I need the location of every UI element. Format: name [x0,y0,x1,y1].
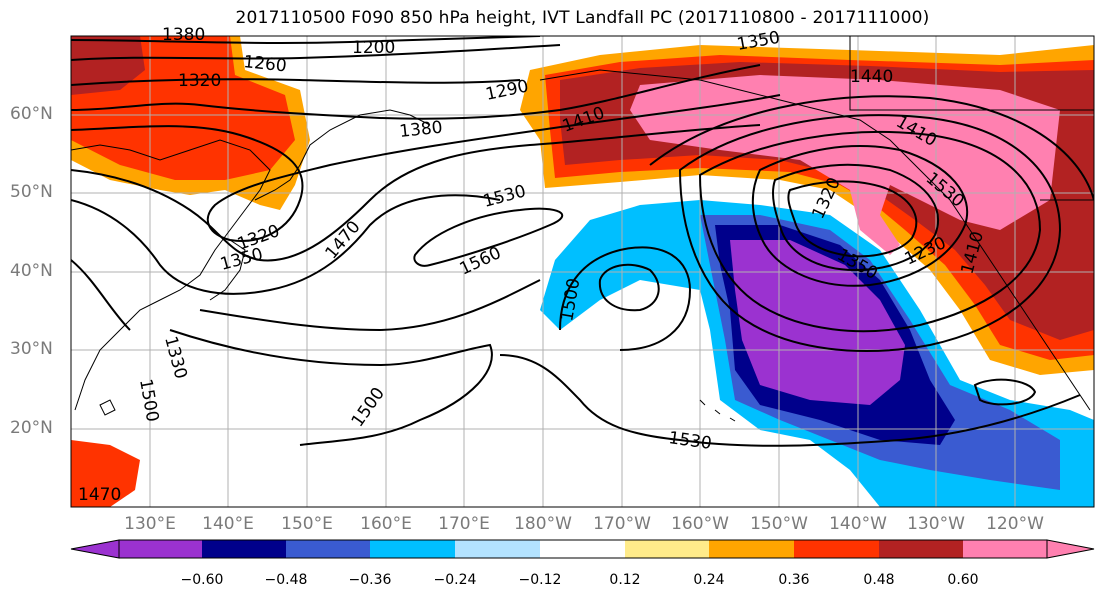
colorbar-segment [794,540,879,558]
colorbar-tick-label: −0.12 [518,572,562,588]
colorbar-segment [202,540,286,558]
contour-label: 1200 [352,38,395,58]
lat-label: 60°N [10,104,53,124]
negative-anomaly-core [730,240,905,405]
colorbar-segment [625,540,709,558]
contour-label: 1440 [850,67,893,87]
lon-label: 130°E [124,514,176,534]
contour-label: 1320 [178,71,221,91]
lon-label: 160°E [360,514,412,534]
colorbar-segment [370,540,455,558]
colorbar-tick-label: 0.48 [863,572,895,588]
colorbar-segment [119,540,202,558]
lon-label: 170°W [593,514,651,534]
lon-label: 160°W [671,514,729,534]
positive-anomaly-asia-core [71,36,145,95]
contour-label: 1470 [78,485,121,505]
lon-label: 150°W [750,514,808,534]
ivt-shading-layer [71,36,1094,507]
lat-label: 20°N [10,418,53,438]
lon-label: 120°W [986,514,1044,534]
colorbar-tick-label: −0.48 [264,572,308,588]
map-frame [70,35,1095,508]
colorbar-tick-label: 0.60 [947,572,979,588]
colorbar-segment [963,540,1047,558]
colorbar-tick-label: −0.36 [348,572,392,588]
contour-label: 1260 [242,52,287,76]
lon-label: 140°E [202,514,254,534]
lon-label: 130°W [907,514,965,534]
colorbar-extend-high [1046,539,1095,559]
colorbar-extend-low [70,539,120,559]
colorbar-tick-label: 0.24 [693,572,725,588]
colorbar-segment [540,540,625,558]
lon-label: 180°W [514,514,572,534]
lat-label: 40°N [10,261,53,281]
colorbar-tick-label: 0.36 [778,572,810,588]
colorbar-tick-label: −0.60 [180,572,224,588]
colorbar-segment [879,540,963,558]
figure-title: 2017110500 F090 850 hPa height, IVT Land… [235,8,930,28]
lon-label: 150°E [281,514,333,534]
colorbar-tick-label: 0.12 [609,572,641,588]
colorbar-segment [455,540,540,558]
lon-label: 140°W [829,514,887,534]
colorbar-tick-label: −0.24 [433,572,477,588]
colorbar-segment [709,540,794,558]
lat-label: 50°N [10,182,53,202]
contour-label: 1380 [162,25,205,45]
colorbar-segment [286,540,370,558]
lat-label: 30°N [10,339,53,359]
contour-label: 1380 [398,118,443,142]
positive-anomaly-sw [71,440,140,507]
lon-label: 170°E [438,514,490,534]
height-contours [71,36,1094,447]
colorbar [70,539,1095,559]
